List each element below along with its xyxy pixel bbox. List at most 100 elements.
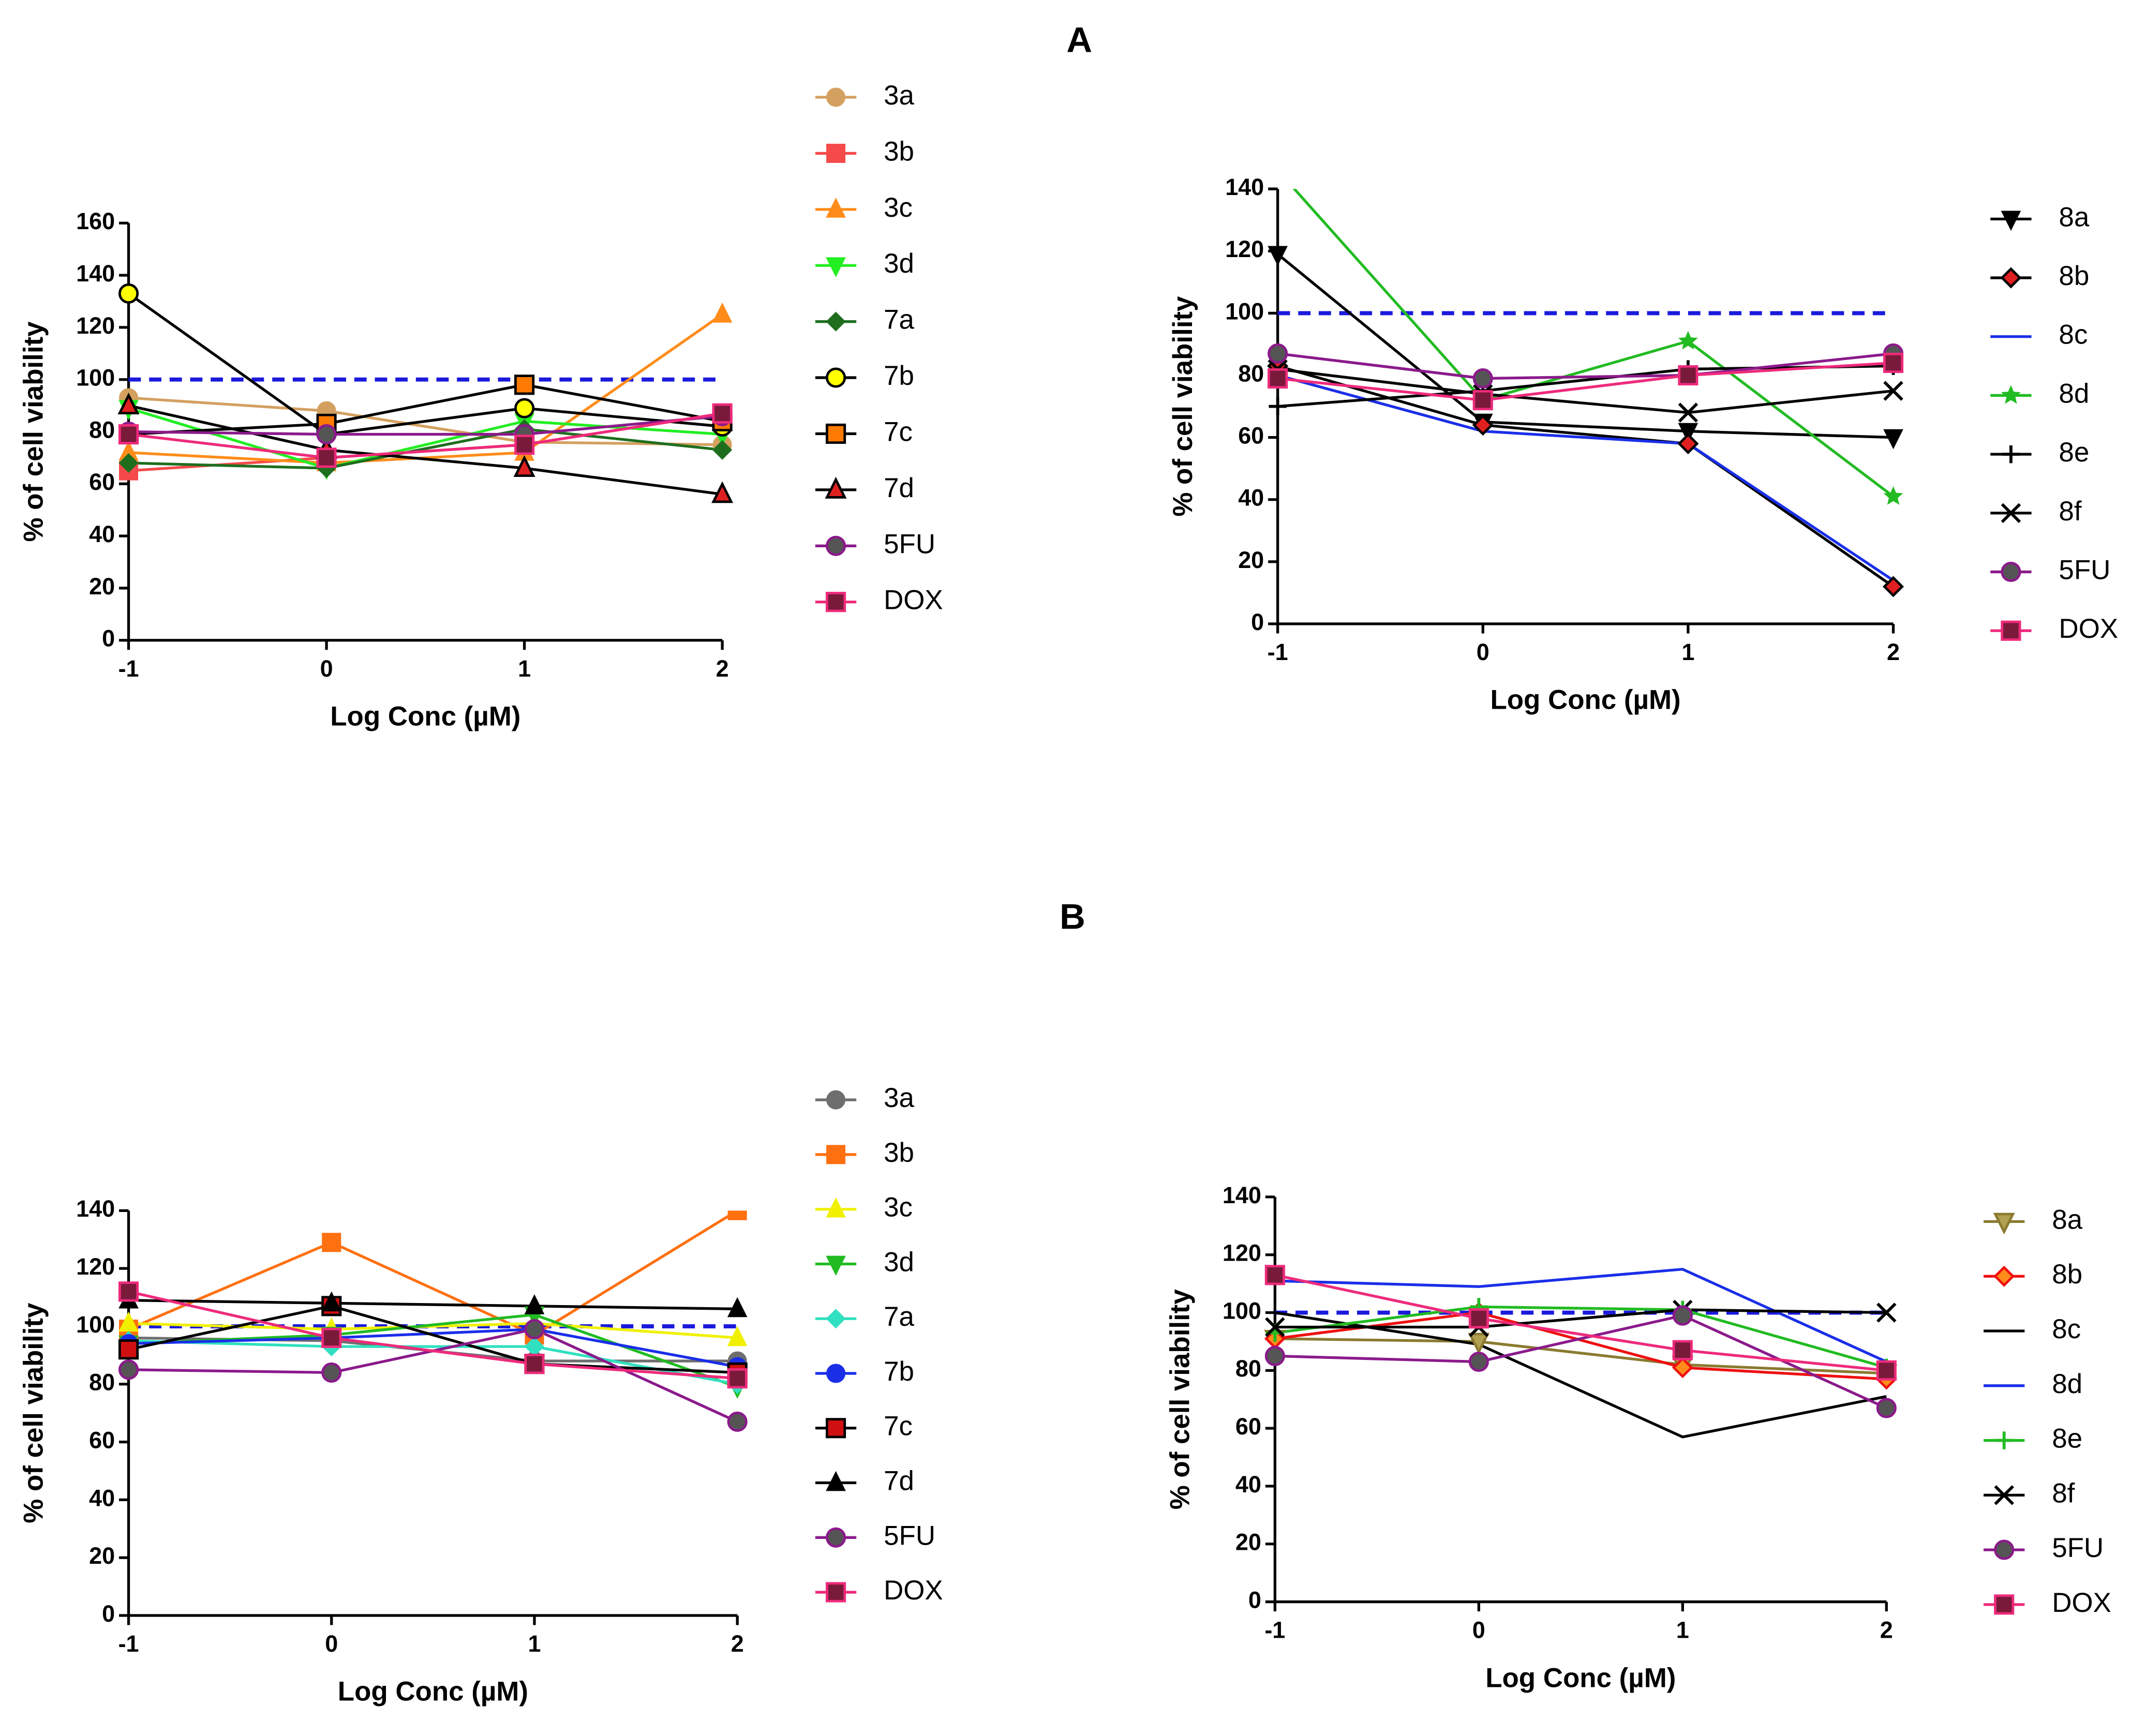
legend-label: 3c	[884, 192, 913, 223]
legend-marker	[1995, 1431, 2013, 1449]
legend-label: 3c	[884, 1192, 913, 1223]
data-point	[321, 1362, 342, 1383]
y-tick-label: 20	[1238, 547, 1264, 573]
legend-marker	[826, 198, 846, 218]
data-point	[712, 302, 733, 323]
x-axis-title: Log Conc (µM)	[330, 701, 520, 731]
y-tick-label: 100	[76, 365, 115, 391]
series-line	[1274, 1274, 1887, 1372]
series-line	[1277, 373, 1894, 582]
series-line	[128, 1313, 738, 1388]
data-point	[1472, 368, 1493, 389]
legend-marker	[825, 367, 846, 388]
data-point	[322, 1233, 341, 1252]
data-point	[727, 1297, 748, 1318]
plot-area	[1264, 1265, 1898, 1439]
legend-label: 3a	[884, 80, 914, 111]
x-tick-label: 2	[716, 655, 729, 682]
series-line	[128, 1327, 738, 1368]
data-point	[524, 1354, 545, 1374]
data-point	[118, 424, 139, 445]
series-line	[128, 396, 723, 446]
series-line	[128, 414, 723, 436]
legend-label: 3a	[884, 1083, 914, 1113]
legend-label: 5FU	[2052, 1533, 2104, 1563]
x-axis-title: Log Conc (µM)	[338, 1677, 528, 1707]
series-line	[1275, 1314, 1887, 1410]
y-tick-label: 140	[76, 260, 115, 287]
data-point	[1672, 1340, 1693, 1360]
x-tick-label: -1	[1268, 639, 1288, 665]
series-line	[128, 1299, 738, 1311]
legend-label: 3b	[884, 136, 914, 167]
legend-marker	[826, 1255, 846, 1276]
y-tick-label: 160	[76, 208, 115, 234]
panel-label: A	[1066, 20, 1092, 59]
data-point	[513, 455, 535, 477]
plot-area	[118, 1210, 748, 1432]
legend-label: 8c	[2052, 1314, 2081, 1344]
legend-marker	[825, 1527, 846, 1548]
y-tick-label: 80	[1235, 1355, 1261, 1382]
y-tick-label: 120	[76, 312, 115, 339]
legend-marker	[2001, 620, 2021, 641]
legend-marker	[826, 87, 846, 107]
series-line	[1275, 1267, 1887, 1363]
data-point	[712, 440, 733, 460]
x-tick-label: 1	[518, 655, 531, 682]
legend-label: 7d	[884, 1466, 914, 1496]
series-line	[128, 1290, 738, 1380]
x-tick-label: -1	[118, 1630, 139, 1657]
data-point	[1876, 1360, 1897, 1381]
y-tick-label: 0	[102, 1600, 115, 1627]
data-point	[1472, 390, 1493, 411]
x-tick-label: 0	[1472, 1617, 1485, 1643]
legend-marker	[825, 423, 846, 444]
y-tick-label: 100	[1225, 298, 1264, 324]
data-point	[1677, 433, 1699, 455]
data-point	[1472, 414, 1494, 436]
data-point	[1678, 331, 1698, 350]
x-axis-title: Log Conc (µM)	[1490, 685, 1680, 715]
data-point	[1268, 343, 1288, 364]
data-point	[1876, 1303, 1897, 1323]
series-line	[1292, 189, 1895, 498]
legend-marker	[1993, 1265, 2015, 1287]
x-tick-label: 2	[731, 1630, 744, 1657]
legend-label: 3d	[884, 248, 914, 279]
data-point	[514, 375, 535, 395]
legend-marker	[826, 1309, 846, 1329]
data-point	[316, 424, 337, 445]
data-point	[1265, 1317, 1285, 1337]
data-point	[117, 392, 140, 415]
y-tick-label: 60	[1238, 423, 1264, 449]
x-tick-label: 2	[1887, 639, 1900, 665]
y-tick-label: 120	[1225, 236, 1264, 262]
data-point	[1672, 1357, 1693, 1379]
data-point	[118, 453, 139, 473]
legend-label: 7a	[884, 1301, 914, 1332]
x-tick-label: 0	[320, 655, 333, 682]
legend-label: 8c	[2059, 320, 2088, 350]
data-point	[118, 283, 139, 304]
legend-marker	[2001, 561, 2021, 582]
series-line	[1274, 1305, 1887, 1369]
legend-label: 7b	[884, 361, 914, 391]
data-point	[524, 1319, 545, 1340]
legend-label: 5FU	[884, 529, 935, 559]
data-point	[1678, 402, 1699, 423]
legend-label: 7c	[884, 416, 913, 447]
series-line	[128, 1339, 738, 1386]
plot-area	[1267, 189, 1904, 597]
series-line	[1274, 1311, 1887, 1439]
data-point	[321, 1327, 342, 1348]
legend-label: DOX	[884, 585, 943, 616]
legend-label: 3b	[884, 1138, 914, 1168]
data-point	[727, 1411, 748, 1432]
legend-marker	[826, 1364, 846, 1383]
series-line	[128, 412, 723, 459]
data-point	[1883, 352, 1904, 373]
y-tick-label: 40	[89, 521, 115, 547]
y-tick-label: 100	[76, 1311, 115, 1338]
